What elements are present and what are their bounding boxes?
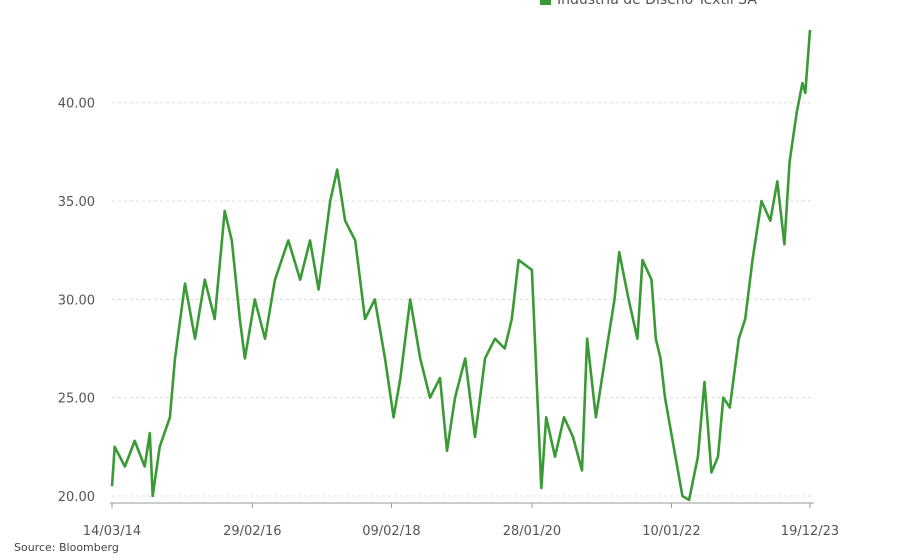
x-tick-label: 09/02/18 xyxy=(362,524,420,539)
y-tick-label: 35.00 xyxy=(58,195,95,210)
legend-swatch xyxy=(540,0,551,5)
source-note: Source: Bloomberg xyxy=(14,541,119,554)
y-tick-label: 25.00 xyxy=(58,392,95,407)
x-tick-label: 28/01/20 xyxy=(503,524,561,539)
y-tick-label: 30.00 xyxy=(58,293,95,308)
x-tick-label: 19/12/23 xyxy=(781,524,839,539)
y-tick-label: 40.00 xyxy=(58,97,95,112)
y-tick-label: 20.00 xyxy=(58,490,95,505)
x-tick-label: 29/02/16 xyxy=(223,524,281,539)
price-line xyxy=(110,29,812,502)
legend-label: Industria de Diseño Textil SA xyxy=(557,0,757,8)
x-tick-label: 10/01/22 xyxy=(642,524,700,539)
x-tick-label: 14/03/14 xyxy=(83,524,141,539)
